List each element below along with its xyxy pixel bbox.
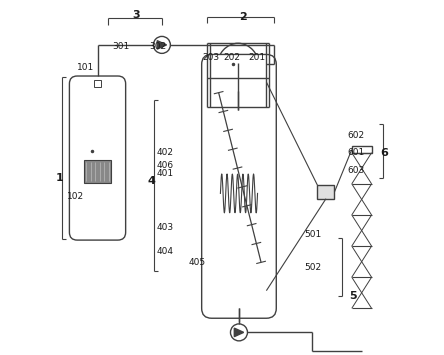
Text: 5: 5 bbox=[349, 291, 357, 301]
Bar bbox=[352, 146, 372, 153]
Text: 1: 1 bbox=[56, 173, 64, 182]
Ellipse shape bbox=[217, 43, 259, 91]
Polygon shape bbox=[234, 328, 244, 337]
Text: 2: 2 bbox=[239, 12, 247, 22]
Text: 603: 603 bbox=[347, 166, 364, 175]
Bar bbox=[94, 80, 101, 87]
Text: 6: 6 bbox=[381, 148, 388, 158]
Text: 102: 102 bbox=[67, 192, 84, 201]
Text: 203: 203 bbox=[202, 53, 219, 62]
Text: 4: 4 bbox=[147, 176, 155, 186]
Text: 404: 404 bbox=[156, 247, 173, 256]
Text: 101: 101 bbox=[77, 64, 95, 72]
Text: 202: 202 bbox=[223, 53, 240, 62]
Text: 302: 302 bbox=[149, 42, 166, 51]
Circle shape bbox=[153, 37, 170, 53]
Text: 201: 201 bbox=[249, 53, 266, 62]
Text: 502: 502 bbox=[305, 263, 322, 272]
Text: 401: 401 bbox=[156, 169, 173, 179]
FancyBboxPatch shape bbox=[69, 76, 126, 240]
Text: 601: 601 bbox=[347, 148, 364, 157]
Text: 403: 403 bbox=[156, 223, 173, 231]
Text: 602: 602 bbox=[347, 131, 364, 140]
Text: 405: 405 bbox=[189, 258, 206, 267]
Text: 406: 406 bbox=[156, 160, 173, 170]
Bar bbox=[317, 185, 334, 199]
Circle shape bbox=[230, 324, 247, 341]
Text: 301: 301 bbox=[113, 42, 130, 51]
Text: 501: 501 bbox=[305, 230, 322, 239]
Text: 3: 3 bbox=[133, 10, 140, 20]
Text: 402: 402 bbox=[156, 148, 173, 157]
FancyBboxPatch shape bbox=[202, 54, 276, 318]
Polygon shape bbox=[157, 41, 166, 49]
Bar bbox=[84, 160, 111, 183]
